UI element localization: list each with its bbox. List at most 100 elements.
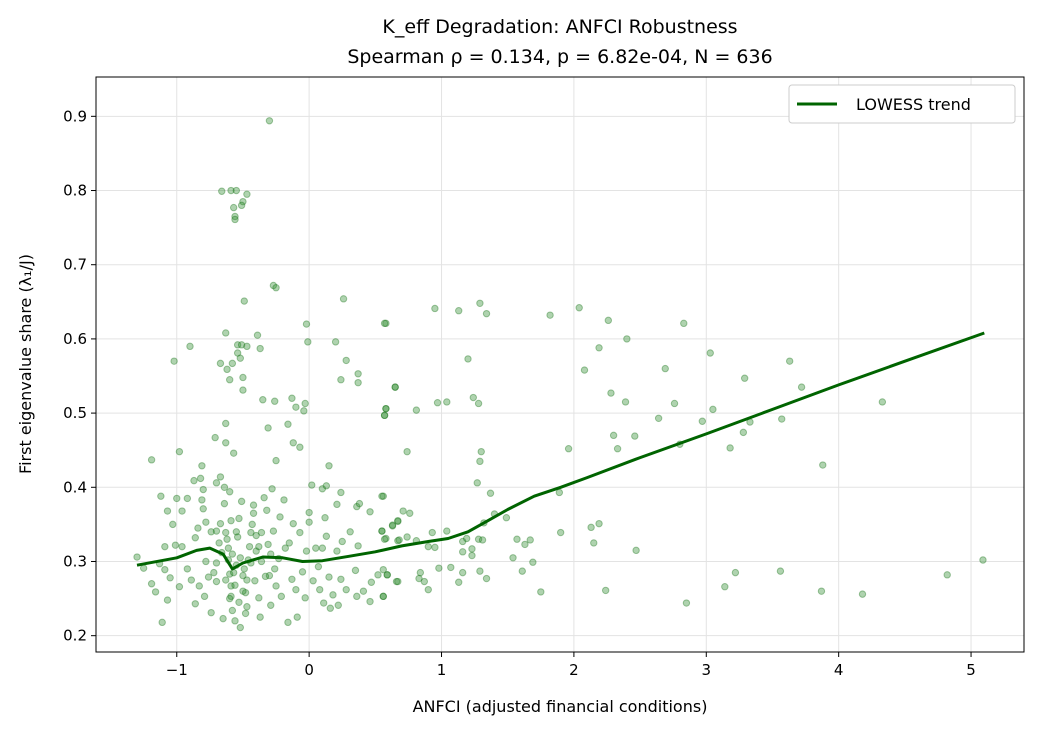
data-point (284, 420, 292, 428)
data-point (219, 614, 227, 623)
data-point (878, 398, 887, 406)
data-point (139, 564, 148, 572)
data-point (680, 319, 688, 328)
data-point (271, 397, 279, 405)
data-point (526, 536, 534, 544)
data-point (670, 399, 679, 408)
data-point (216, 359, 225, 368)
data-point (458, 548, 467, 556)
data-point (555, 488, 564, 497)
data-point (186, 342, 194, 351)
data-point (403, 447, 411, 456)
data-point (367, 578, 376, 586)
data-point (228, 359, 237, 368)
data-point (292, 585, 300, 594)
legend: LOWESS trend (788, 84, 1016, 124)
data-point (220, 499, 229, 508)
data-point (339, 295, 348, 303)
data-point (195, 582, 203, 590)
data-point (721, 583, 729, 591)
data-point (458, 568, 467, 577)
data-point (202, 557, 210, 566)
data-point (318, 485, 327, 493)
data-point (285, 539, 293, 547)
data-point (212, 479, 221, 487)
data-point (163, 596, 172, 604)
data-point (220, 483, 229, 491)
data-point (312, 544, 320, 552)
data-point (342, 585, 350, 594)
data-point (382, 404, 390, 413)
data-point (379, 592, 387, 601)
scatter-points (133, 117, 987, 632)
data-point (379, 565, 387, 574)
data-point (272, 456, 280, 465)
data-point (222, 439, 230, 447)
data-point (218, 187, 226, 195)
data-point (239, 373, 247, 382)
data-point (183, 565, 192, 573)
data-point (191, 534, 199, 542)
data-point (226, 594, 234, 603)
x-tick-label: 2 (569, 661, 579, 679)
data-point (231, 617, 239, 625)
data-point (239, 197, 247, 206)
data-point (269, 527, 278, 535)
data-point (147, 580, 156, 588)
data-point (151, 588, 160, 596)
data-point (392, 577, 401, 586)
data-point (253, 331, 262, 339)
data-point (378, 527, 386, 535)
data-point (228, 606, 237, 615)
data-point (175, 447, 184, 456)
data-point (233, 341, 242, 349)
data-point (280, 496, 288, 504)
data-point (474, 535, 483, 543)
data-point (166, 574, 174, 582)
x-tick-label: 0 (304, 661, 314, 679)
data-point (623, 335, 631, 343)
data-point (240, 565, 248, 573)
data-point (333, 547, 341, 555)
data-point (211, 433, 219, 442)
data-point (265, 117, 274, 125)
data-point (257, 528, 266, 537)
data-point (476, 299, 484, 307)
data-point (224, 544, 233, 552)
legend-label: LOWESS trend (856, 95, 971, 114)
data-point (394, 516, 402, 525)
data-point (556, 528, 565, 537)
data-point (424, 542, 432, 551)
data-point (223, 365, 231, 374)
data-point (473, 479, 481, 487)
data-point (342, 356, 350, 365)
data-point (388, 522, 397, 530)
data-point (502, 514, 511, 522)
chart-subtitle: Spearman ρ = 0.134, p = 6.82e-04, N = 63… (347, 46, 772, 68)
data-point (272, 582, 280, 590)
data-point (178, 542, 186, 551)
data-point (227, 592, 235, 601)
data-point (169, 520, 177, 529)
data-point (858, 590, 867, 598)
data-point (353, 502, 361, 511)
data-point (161, 542, 169, 551)
data-point (380, 535, 389, 543)
data-point (170, 357, 178, 365)
data-point (621, 398, 630, 406)
data-point (236, 554, 244, 562)
data-point (383, 571, 391, 579)
data-point (178, 507, 186, 515)
data-point (261, 572, 270, 581)
data-point (226, 376, 234, 384)
data-point (482, 574, 491, 583)
data-point (200, 592, 209, 601)
data-point (420, 577, 429, 586)
data-point (521, 540, 529, 549)
data-point (314, 562, 323, 571)
data-point (239, 571, 247, 580)
data-point (546, 311, 554, 319)
data-point (354, 378, 362, 387)
data-point (474, 399, 483, 408)
